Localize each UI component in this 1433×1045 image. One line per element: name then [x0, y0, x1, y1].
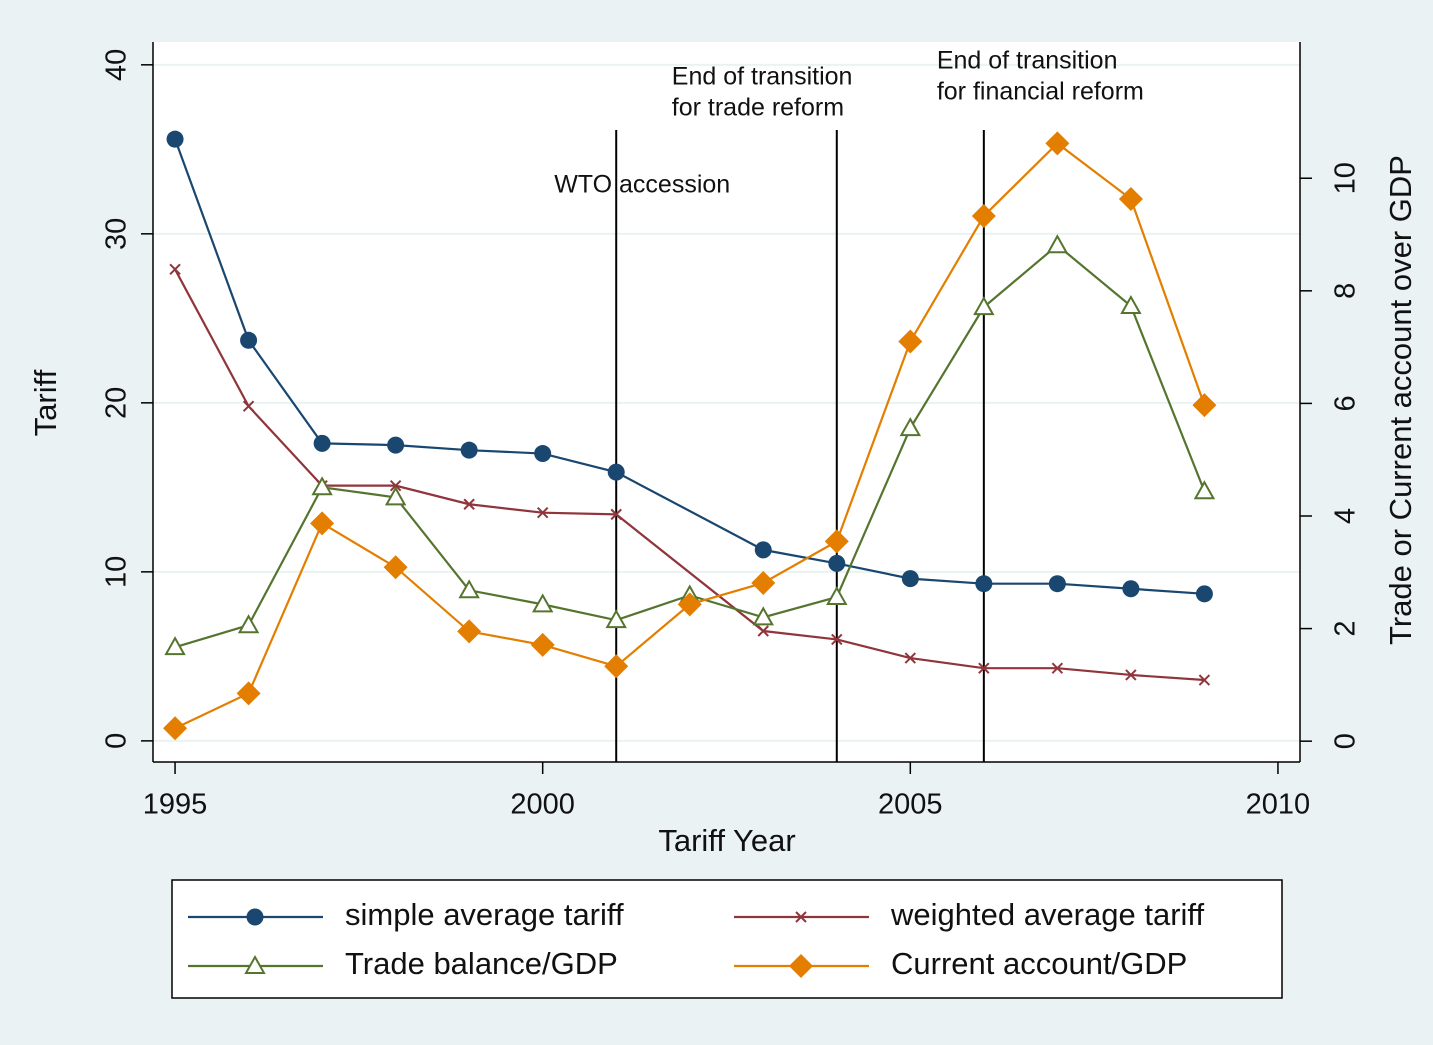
- series-line: [174, 268, 1205, 682]
- data-point: [754, 541, 772, 559]
- data-point: [163, 716, 188, 741]
- data-point: [901, 570, 919, 588]
- data-point: [310, 511, 335, 536]
- data-point: [536, 506, 549, 519]
- legend-label: weighted average tariff: [890, 897, 1204, 932]
- data-point: [237, 614, 260, 634]
- data-point: [313, 434, 331, 452]
- data-point: [899, 417, 922, 437]
- data-point: [610, 508, 622, 521]
- data-point: [463, 498, 475, 510]
- data-point: [166, 130, 184, 148]
- y-tick-label: 30: [101, 218, 133, 250]
- legend-label: Current account/GDP: [891, 946, 1187, 981]
- data-point: [973, 296, 995, 316]
- x-tick-label: 2000: [510, 789, 575, 821]
- data-point: [1118, 187, 1143, 212]
- x-tick-label: 2010: [1246, 789, 1311, 821]
- y-tick-label: 0: [101, 733, 133, 749]
- y-axis-title: Tariff: [28, 369, 63, 436]
- y2-tick-label: 0: [1330, 733, 1362, 749]
- data-point: [824, 529, 849, 554]
- y-tick-label: 10: [101, 556, 133, 588]
- data-point: [531, 593, 554, 613]
- data-point: [1193, 480, 1216, 500]
- data-point: [1048, 575, 1066, 593]
- y2-tick-label: 8: [1330, 283, 1362, 299]
- data-point: [971, 203, 996, 228]
- data-point: [530, 632, 555, 657]
- y2-axis-title: Trade or Current account over GDP: [1383, 155, 1418, 645]
- data-point: [242, 400, 255, 412]
- data-point: [904, 652, 917, 664]
- legend-marker: [789, 954, 813, 978]
- data-point: [757, 625, 769, 637]
- legend-label: Trade balance/GDP: [345, 946, 618, 981]
- data-point: [604, 654, 629, 679]
- y2-tick-label: 4: [1330, 508, 1362, 524]
- data-point: [898, 329, 923, 354]
- legend-marker: [246, 908, 264, 926]
- data-point: [605, 609, 627, 629]
- data-point: [828, 554, 846, 572]
- data-point: [1125, 669, 1137, 681]
- data-point: [389, 479, 402, 492]
- data-point: [1192, 393, 1217, 418]
- data-point: [164, 636, 186, 656]
- annotation-label: End of transition: [672, 63, 853, 91]
- data-point: [460, 441, 478, 459]
- data-point: [383, 555, 408, 580]
- data-point: [534, 445, 552, 463]
- data-point: [831, 633, 843, 646]
- data-point: [1198, 674, 1211, 686]
- y2-tick-label: 10: [1330, 162, 1362, 194]
- legend-marker: [795, 911, 807, 923]
- series-line: [174, 138, 1205, 595]
- data-point: [978, 662, 990, 674]
- data-point: [1122, 580, 1140, 598]
- legend: [171, 879, 1283, 999]
- data-point: [1051, 662, 1064, 674]
- data-point: [457, 619, 482, 644]
- data-point: [458, 579, 480, 599]
- annotation-label: for financial reform: [937, 78, 1144, 106]
- data-point: [751, 570, 776, 595]
- x-axis-title: Tariff Year: [658, 823, 795, 858]
- data-point: [1045, 131, 1070, 156]
- annotation-label: for trade reform: [672, 94, 844, 122]
- x-tick-label: 2005: [878, 789, 943, 821]
- data-point: [1046, 234, 1069, 254]
- data-point: [1195, 585, 1213, 603]
- data-point: [169, 263, 181, 276]
- data-point: [236, 681, 261, 706]
- data-point: [384, 486, 407, 506]
- data-point: [240, 331, 258, 349]
- data-point: [387, 436, 405, 454]
- legend-label: simple average tariff: [345, 897, 624, 932]
- x-tick-label: 1995: [143, 789, 208, 821]
- data-point: [607, 463, 625, 481]
- y2-tick-label: 2: [1330, 621, 1362, 637]
- annotation-label: End of transition: [937, 47, 1118, 75]
- y-tick-label: 20: [101, 387, 133, 419]
- annotation-label: WTO accession: [554, 171, 730, 199]
- data-point: [975, 575, 993, 593]
- y-tick-label: 40: [101, 49, 133, 81]
- data-point: [752, 606, 774, 626]
- y2-tick-label: 6: [1330, 395, 1362, 411]
- data-point: [826, 586, 848, 606]
- legend-marker: [244, 954, 266, 974]
- data-point: [311, 476, 333, 496]
- data-point: [1120, 294, 1142, 315]
- data-point: [677, 592, 702, 617]
